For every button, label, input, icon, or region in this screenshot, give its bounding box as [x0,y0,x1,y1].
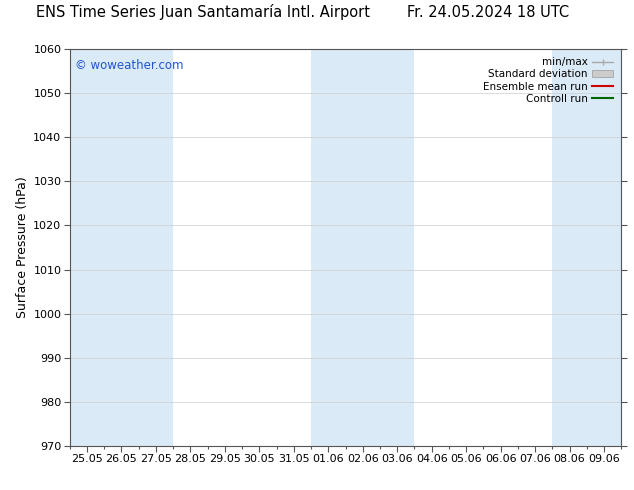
Bar [104,49,139,446]
Text: ENS Time Series Juan Santamaría Intl. Airport: ENS Time Series Juan Santamaría Intl. Ai… [36,3,370,20]
Legend: min/max, Standard deviation, Ensemble mean run, Controll run: min/max, Standard deviation, Ensemble me… [480,54,616,107]
Bar [552,49,587,446]
Bar [311,49,346,446]
Y-axis label: Surface Pressure (hPa): Surface Pressure (hPa) [16,176,29,318]
Bar [139,49,173,446]
Bar [380,49,415,446]
Bar [587,49,621,446]
Bar [70,49,104,446]
Text: Fr. 24.05.2024 18 UTC: Fr. 24.05.2024 18 UTC [407,4,569,20]
Bar [346,49,380,446]
Text: © woweather.com: © woweather.com [75,59,184,72]
